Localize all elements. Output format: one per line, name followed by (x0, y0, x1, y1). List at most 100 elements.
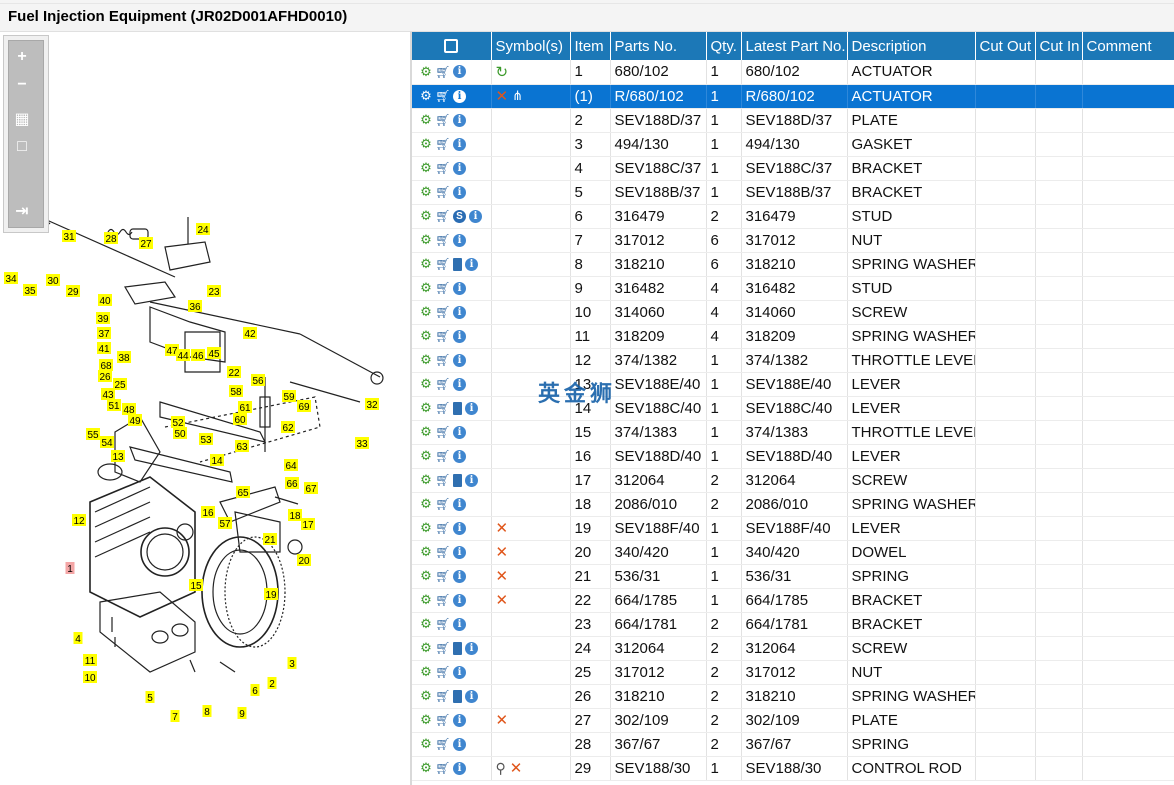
callout-26[interactable]: 26 (98, 370, 112, 383)
info-icon[interactable]: i (453, 569, 466, 583)
cart-icon[interactable]: 🛒︎ (435, 569, 451, 583)
actual-size-button[interactable]: □ (13, 138, 31, 156)
callout-label[interactable]: 56 (252, 376, 264, 387)
callout-marker[interactable] (117, 351, 131, 363)
info-icon[interactable]: i (453, 665, 466, 679)
callout-marker[interactable] (202, 705, 212, 717)
callout-marker[interactable] (100, 436, 114, 448)
callout-marker[interactable] (207, 285, 221, 297)
callout-61[interactable]: 61 (238, 401, 252, 414)
info-icon[interactable]: i (453, 617, 466, 631)
callout-29[interactable]: 29 (66, 285, 80, 298)
callout-19[interactable]: 19 (264, 588, 278, 601)
callout-25[interactable]: 25 (113, 378, 127, 391)
callout-marker[interactable] (176, 349, 190, 361)
callout-33[interactable]: 33 (355, 437, 369, 450)
callout-label[interactable]: 32 (366, 400, 378, 411)
gear-icon[interactable]: ⚙ (420, 496, 432, 511)
callout-marker[interactable] (263, 533, 277, 545)
gear-icon[interactable]: ⚙ (420, 736, 432, 751)
cart-icon[interactable]: 🛒︎ (435, 353, 451, 367)
callout-49[interactable]: 49 (128, 414, 142, 427)
gear-icon[interactable]: ⚙ (420, 664, 432, 679)
tree-icon[interactable]: ⋔ (512, 88, 523, 103)
callout-label[interactable]: 57 (219, 519, 231, 530)
table-row[interactable]: ⚙ 🛒︎ i 9 316482 4 316482 STUD (412, 276, 1174, 301)
table-row[interactable]: ⚙ 🛒︎ i 17 312064 2 312064 SCREW (412, 468, 1174, 493)
info-icon[interactable]: i (453, 521, 466, 535)
table-row[interactable]: ⚙ 🛒︎ i 7 317012 6 317012 NUT (412, 228, 1174, 253)
callout-marker[interactable] (199, 433, 213, 445)
gear-icon[interactable]: ⚙ (420, 568, 432, 583)
callout-label[interactable]: 50 (174, 429, 186, 440)
gear-icon[interactable]: ⚙ (420, 616, 432, 631)
removed-icon[interactable]: ✕ (495, 712, 509, 729)
callout-label[interactable]: 3 (289, 659, 295, 670)
callout-marker[interactable] (173, 427, 187, 439)
table-row[interactable]: ⚙ 🛒︎ i ⚲ ✕ 29 SEV188/30 1 SEV188/30 CONTROL ROD (412, 756, 1174, 781)
cart-icon[interactable]: 🛒︎ (435, 329, 451, 343)
info-icon[interactable]: i (453, 137, 466, 151)
table-row[interactable]: ⚙ 🛒︎ i ✕ 19 SEV188F/40 1 SEV188F/40 LEVER (412, 516, 1174, 541)
callout-marker[interactable] (99, 359, 113, 371)
table-row[interactable]: ⚙ 🛒︎ i 5 SEV188B/37 1 SEV188B/37 BRACKET (412, 180, 1174, 205)
callout-marker[interactable] (207, 347, 221, 359)
col-cut-in[interactable]: Cut In (1035, 32, 1083, 60)
cart-icon[interactable]: 🛒︎ (435, 665, 451, 679)
callout-marker[interactable] (229, 385, 243, 397)
gear-icon[interactable]: ⚙ (420, 136, 432, 151)
cart-icon[interactable]: 🛒︎ (435, 617, 451, 631)
cart-icon[interactable]: 🛒︎ (435, 401, 451, 415)
callout-label[interactable]: 29 (67, 287, 79, 298)
callout-marker[interactable] (250, 684, 260, 696)
callout-marker[interactable] (65, 562, 75, 574)
callout-label[interactable]: 24 (197, 225, 209, 236)
callout-marker[interactable] (288, 509, 302, 521)
callout-63[interactable]: 63 (235, 440, 249, 453)
removed-icon[interactable]: ✕ (495, 88, 509, 105)
callout-label[interactable]: 34 (5, 274, 17, 285)
cart-icon[interactable]: 🛒︎ (435, 64, 451, 79)
callout-label[interactable]: 13 (112, 452, 124, 463)
table-row[interactable]: ⚙ 🛒︎ i 25 317012 2 317012 NUT (412, 660, 1174, 685)
callout-32[interactable]: 32 (365, 398, 379, 411)
callout-marker[interactable] (264, 588, 278, 600)
callout-18[interactable]: 18 (288, 509, 302, 522)
callout-label[interactable]: 11 (85, 656, 96, 667)
callout-57[interactable]: 57 (218, 517, 232, 530)
gear-icon[interactable]: ⚙ (420, 352, 432, 367)
callout-37[interactable]: 37 (97, 327, 111, 340)
cart-icon[interactable]: 🛒︎ (435, 689, 451, 703)
table-row[interactable]: ⚙ 🛒︎ i 3 494/130 1 494/130 GASKET (412, 132, 1174, 157)
callout-marker[interactable] (301, 518, 315, 530)
callout-marker[interactable] (189, 579, 203, 591)
gear-icon[interactable]: ⚙ (420, 112, 432, 127)
cart-icon[interactable]: 🛒︎ (435, 185, 451, 199)
callout-marker[interactable] (188, 300, 202, 312)
callout-16[interactable]: 16 (201, 506, 215, 519)
callout-label[interactable]: 46 (192, 351, 204, 362)
callout-marker[interactable] (218, 517, 232, 529)
table-row[interactable]: ⚙ 🛒︎ i 23 664/1781 2 664/1781 BRACKET (412, 612, 1174, 637)
cart-icon[interactable]: 🛒︎ (435, 713, 451, 727)
pane-splitter[interactable] (410, 32, 412, 785)
col-qty[interactable]: Qty. (706, 32, 742, 60)
callout-24[interactable]: 24 (196, 223, 210, 236)
callout-64[interactable]: 64 (284, 459, 298, 472)
table-row[interactable]: ⚙ 🛒︎ i 8 318210 6 318210 SPRING WASHER (412, 252, 1174, 277)
cart-icon[interactable]: 🛒︎ (435, 89, 451, 103)
callout-label[interactable]: 16 (202, 508, 214, 519)
col-symbols[interactable]: Symbol(s) (491, 32, 571, 60)
callout-marker[interactable] (86, 428, 100, 440)
callout-marker[interactable] (210, 454, 224, 466)
callout-56[interactable]: 56 (251, 374, 265, 387)
pin-icon[interactable]: ⚲ (495, 759, 506, 776)
callout-60[interactable]: 60 (233, 413, 247, 426)
callout-1[interactable]: 1 (65, 562, 75, 575)
removed-icon[interactable]: ✕ (495, 592, 509, 609)
info-icon[interactable]: i (453, 233, 466, 247)
callout-label[interactable]: 28 (105, 234, 117, 245)
callout-66[interactable]: 66 (285, 477, 299, 490)
